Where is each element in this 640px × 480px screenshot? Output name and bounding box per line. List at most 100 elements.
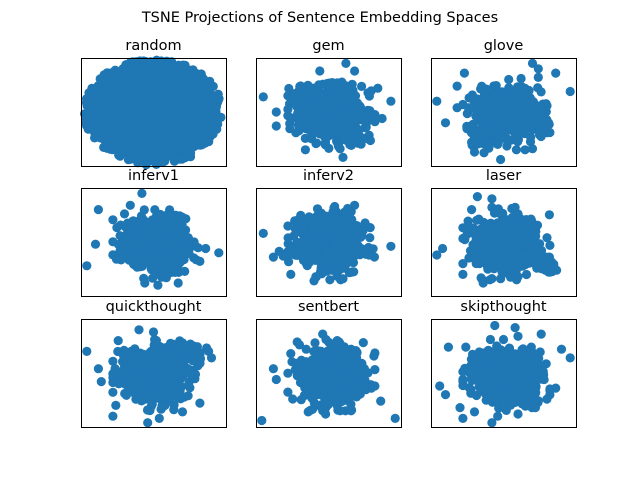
scatter-point xyxy=(327,78,337,88)
scatter-point xyxy=(205,82,215,92)
scatter-point xyxy=(459,68,469,78)
scatter-point xyxy=(309,276,319,286)
scatter-point xyxy=(157,266,167,276)
subplot-glove: glove xyxy=(431,38,577,167)
scatter-points xyxy=(257,329,400,426)
scatter-point xyxy=(496,123,507,133)
scatter-point xyxy=(335,144,345,154)
scatter-point xyxy=(144,221,154,231)
scatter-point xyxy=(84,88,94,98)
scatter-point xyxy=(344,353,354,363)
scatter-point xyxy=(536,131,546,142)
scatter-point xyxy=(257,415,267,426)
scatter-point xyxy=(516,73,526,84)
scatter-point xyxy=(288,394,298,404)
scatter-point xyxy=(114,379,124,389)
scatter-point xyxy=(318,98,328,108)
axes-frame xyxy=(81,188,227,297)
scatter-point xyxy=(165,393,175,403)
subplot-sentbert: sentbert xyxy=(256,299,402,428)
scatter-point xyxy=(214,248,224,258)
scatter-point xyxy=(471,111,481,121)
scatter-point xyxy=(118,253,128,263)
scatter-point xyxy=(513,82,523,92)
scatter-point xyxy=(310,338,320,348)
subplot-title: gem xyxy=(312,38,344,54)
scatter-point xyxy=(271,374,281,385)
scatter-point xyxy=(286,349,296,359)
scatter-point xyxy=(82,346,92,356)
scatter-point xyxy=(113,336,123,346)
scatter-point xyxy=(167,363,178,373)
scatter-point xyxy=(296,96,306,106)
scatter-point xyxy=(289,231,299,241)
scatter-point xyxy=(303,119,313,129)
scatter-points xyxy=(435,320,575,428)
scatter-point xyxy=(544,252,555,262)
scatter-point xyxy=(501,235,511,245)
scatter-point xyxy=(108,215,118,225)
scatter-point xyxy=(121,390,131,400)
scatter-point xyxy=(188,356,198,366)
scatter-point xyxy=(292,243,302,253)
scatter-point xyxy=(370,110,380,120)
scatter-point xyxy=(125,200,135,210)
scatter-point xyxy=(324,143,334,153)
scatter-point xyxy=(96,377,106,387)
scatter-point xyxy=(325,275,335,285)
subplot-title: skipthought xyxy=(460,299,547,315)
scatter-point xyxy=(353,138,363,148)
scatter-point xyxy=(338,152,348,162)
scatter-point xyxy=(338,274,348,284)
scatter-point xyxy=(110,364,120,374)
scatter-point xyxy=(432,250,442,260)
scatter-point xyxy=(93,205,103,215)
scatter-point xyxy=(365,233,375,243)
scatter-point xyxy=(480,220,490,230)
scatter-point xyxy=(172,355,183,365)
scatter-point xyxy=(151,336,161,346)
scatter-point xyxy=(312,358,322,368)
scatter-point xyxy=(167,261,177,271)
scatter-point xyxy=(167,346,177,356)
scatter-point xyxy=(307,223,317,233)
scatter-point xyxy=(513,137,523,147)
scatter-point xyxy=(206,353,217,363)
scatter-point xyxy=(333,217,343,227)
scatter-point xyxy=(189,343,199,353)
scatter-point xyxy=(133,253,143,263)
scatter-point xyxy=(133,154,143,164)
scatter-point xyxy=(321,409,331,419)
scatter-point xyxy=(503,111,513,121)
axes-frame xyxy=(81,58,227,167)
scatter-point xyxy=(452,81,462,91)
scatter-point xyxy=(82,261,92,271)
subplot-laser: laser xyxy=(431,168,577,297)
scatter-point xyxy=(185,383,195,393)
scatter-point xyxy=(468,240,478,250)
scatter-point xyxy=(495,96,505,106)
scatter-point xyxy=(186,148,196,158)
scatter-point xyxy=(169,371,179,381)
scatter-point xyxy=(513,272,523,282)
scatter-point xyxy=(258,92,268,102)
scatter-point xyxy=(352,392,362,402)
scatter-point xyxy=(330,123,340,133)
scatter-point xyxy=(526,214,536,224)
scatter-point xyxy=(294,340,305,350)
scatter-point xyxy=(304,241,314,251)
scatter-point xyxy=(525,103,535,114)
scatter-point xyxy=(177,338,188,348)
scatter-point xyxy=(142,405,153,415)
scatter-point xyxy=(469,147,480,157)
scatter-point xyxy=(317,220,327,230)
scatter-point xyxy=(153,280,163,290)
scatter-point xyxy=(304,108,314,118)
scatter-point xyxy=(150,372,161,382)
scatter-point xyxy=(296,213,306,223)
scatter-point xyxy=(178,60,188,70)
scatter-point xyxy=(341,209,351,219)
scatter-point xyxy=(258,228,268,238)
scatter-point xyxy=(339,133,349,143)
scatter-point xyxy=(128,216,138,226)
